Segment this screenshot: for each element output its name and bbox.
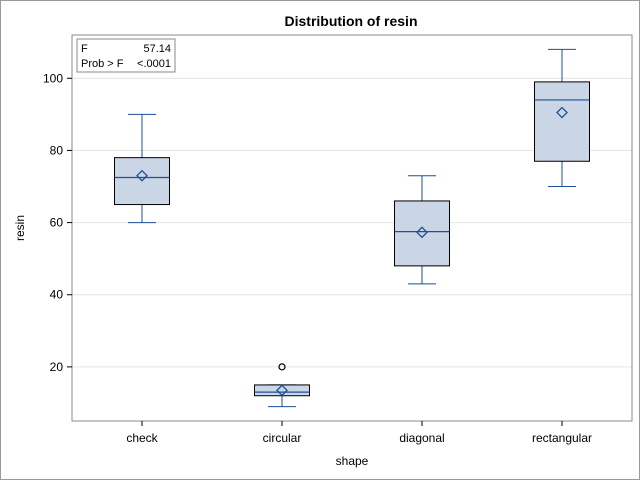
- box-iqr: [394, 200, 450, 267]
- plot-area-border: [71, 34, 633, 422]
- x-tick-label: check: [126, 431, 158, 445]
- stats-inset: F 57.14 Prob > F <.0001: [76, 38, 176, 73]
- y-tick-label: 60: [50, 216, 64, 230]
- y-tick-label: 20: [50, 360, 64, 374]
- box-group-diagonal: [394, 175, 450, 285]
- y-axis-label: resin: [13, 215, 27, 241]
- stats-inset-box: [76, 38, 176, 73]
- mean-marker: [556, 106, 568, 119]
- box-group-check: [114, 113, 170, 224]
- outlier-point: [278, 363, 286, 371]
- mean-marker: [416, 226, 428, 239]
- x-axis-label: shape: [336, 454, 369, 468]
- axes: 20 40 60 80 100 check circular diagonal rectangu…: [43, 71, 592, 445]
- stat-value-f: 57.14: [143, 43, 171, 55]
- box-iqr: [114, 157, 170, 206]
- x-tick-label: rectangular: [532, 431, 592, 445]
- stat-value-prob: <.0001: [137, 58, 171, 70]
- y-tick-label: 40: [50, 288, 64, 302]
- box-iqr: [254, 384, 310, 397]
- stat-label-prob: Prob > F: [81, 58, 124, 70]
- box-series: [114, 48, 590, 408]
- mean-marker: [276, 384, 288, 397]
- box-group-circular: [254, 363, 310, 408]
- mean-marker: [136, 169, 148, 182]
- chart-title: Distribution of resin: [285, 13, 418, 29]
- y-tick-label: 80: [50, 143, 64, 157]
- x-tick-label: diagonal: [399, 431, 444, 445]
- box-iqr: [534, 81, 590, 162]
- x-tick-label: circular: [263, 431, 302, 445]
- box-group-rectangular: [534, 48, 590, 188]
- stat-label-f: F: [81, 43, 88, 55]
- y-tick-label: 100: [43, 71, 63, 85]
